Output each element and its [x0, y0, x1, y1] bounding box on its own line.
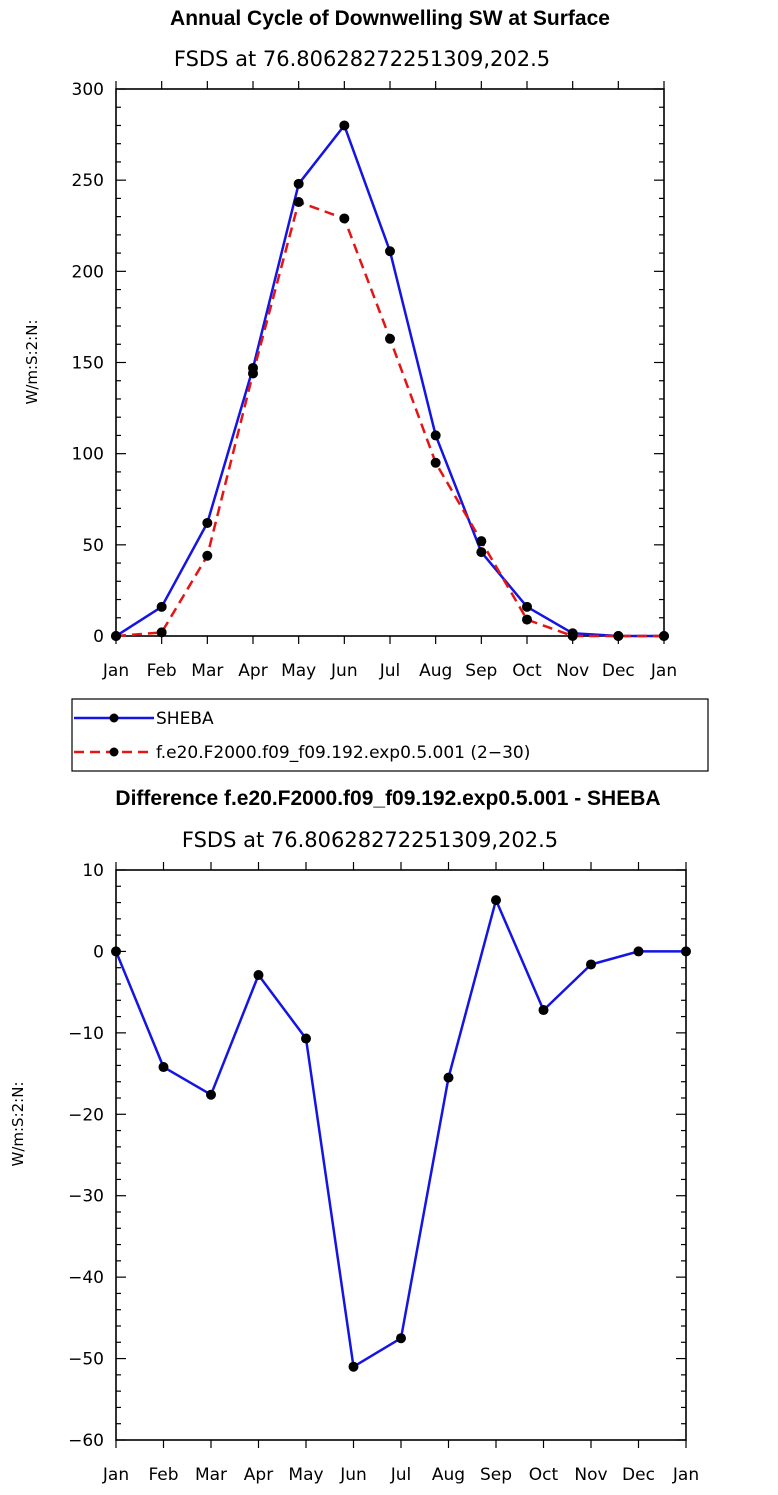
chart1-xtick-label: Nov: [556, 661, 589, 681]
chart2-series-0-point: [443, 1072, 454, 1083]
chart2-xtick-label: Aug: [432, 1465, 465, 1485]
chart1-series-0-point: [522, 601, 532, 612]
legend-label-sheba: SHEBA: [156, 709, 214, 729]
chart1-series-1-point: [522, 614, 532, 625]
chart2-xtick-label: Jan: [102, 1465, 129, 1485]
chart1-ytick-label: 200: [72, 262, 104, 282]
chart2-series-0-point: [301, 1033, 311, 1044]
chart2-xtick-label: Jun: [339, 1465, 367, 1485]
chart2-series-0-point: [491, 895, 501, 906]
chart1-xtick-label: Jan: [102, 661, 129, 681]
chart2-series-0-point: [633, 946, 644, 957]
chart1-ytick-label: 250: [72, 171, 104, 191]
chart2-ytick-label: −40: [68, 1268, 104, 1288]
legend-marker-model: [109, 747, 119, 757]
chart1-xtick-label: Jan: [650, 661, 677, 681]
chart1-series-1-point: [567, 631, 578, 641]
chart2-xtick-label: Dec: [622, 1465, 655, 1485]
chart2-series-0-point: [111, 946, 121, 957]
legend-label-model: f.e20.F2000.f09_f09.192.exp0.5.001 (2−30…: [156, 743, 530, 763]
chart1-series-1-point: [339, 213, 350, 224]
chart1-series-0-line: [115, 124, 664, 638]
chart1-series-0-point: [156, 601, 167, 612]
chart1-xtick-label: Oct: [512, 661, 542, 681]
legend-marker-sheba: [109, 713, 119, 723]
chart1-series-1-point: [111, 631, 121, 641]
chart2-series-0-point: [396, 1333, 406, 1344]
chart1-xtick-label: Apr: [238, 661, 267, 681]
chart2-xtick-label: May: [288, 1465, 323, 1485]
chart2-frame: [115, 869, 687, 1441]
chart1-series-1-point: [248, 368, 258, 379]
chart1-ytick-label: 100: [72, 445, 104, 465]
chart2-series-0-point: [158, 1062, 169, 1073]
chart1-ytick-label: 150: [72, 354, 104, 374]
chart2-plot: −60 −50 −40 −30 −20 −10 0 10 Jan Feb Mar Apr May Jun J…: [68, 861, 699, 1485]
chart1-ytick-label: 0: [93, 627, 104, 647]
chart2-title: Difference f.e20.F2000.f09_f09.192.exp0.…: [115, 787, 660, 810]
chart2-series-0-point: [681, 946, 691, 957]
chart1-legend: SHEBA f.e20.F2000.f09_f09.192.exp0.5.001…: [71, 698, 709, 772]
chart2-series-0-point: [253, 970, 264, 981]
chart1-series-1-point: [156, 627, 167, 638]
chart1-series-0-point: [385, 246, 395, 257]
chart2-ytick-label: 0: [93, 942, 104, 962]
chart1-series-0-point: [339, 120, 350, 131]
chart2-ytick-label: −30: [68, 1187, 104, 1207]
chart2-ytick-label: 10: [82, 861, 104, 881]
chart2-ytick-label: −10: [68, 1024, 104, 1044]
chart1-xtick-label: Mar: [191, 661, 223, 681]
chart1-series-1-point: [613, 631, 624, 641]
chart1-series-1-point: [430, 457, 441, 468]
chart1-series-0-point: [202, 517, 213, 528]
chart2-xtick-label: Mar: [195, 1465, 227, 1485]
chart2-xtick-label: Apr: [244, 1465, 273, 1485]
chart2-ylabel: W/m:S:2:N:: [9, 1082, 27, 1167]
chart1-series-0-point: [476, 547, 487, 558]
chart1-xtick-label: Jul: [379, 661, 401, 681]
chart1-series-1-point: [385, 333, 395, 344]
chart2-series-0-point: [586, 959, 596, 970]
chart2-series-0-point: [538, 1005, 549, 1016]
chart2-series-0-point: [348, 1361, 359, 1372]
chart1-plot: 0 50 100 150 200 250 300 Jan Feb Mar Apr May Jun Jul A…: [72, 80, 678, 681]
chart2-xtick-label: Jul: [390, 1465, 412, 1485]
chart2-xtick-label: Oct: [529, 1465, 559, 1485]
chart1-xtick-label: Feb: [147, 661, 177, 681]
chart1-xtick-label: May: [281, 661, 316, 681]
chart1-ytick-label: 50: [82, 536, 104, 556]
chart1-series-0-point: [430, 430, 441, 441]
chart2-xtick-label: Nov: [574, 1465, 607, 1485]
chart1-ylabel: W/m:S:2:N:: [23, 320, 41, 405]
chart1-title: Annual Cycle of Downwelling SW at Surfac…: [170, 7, 610, 30]
chart2-series-0-line: [114, 898, 686, 1368]
chart2-ytick-label: −50: [68, 1350, 104, 1370]
chart1-frame: [115, 88, 665, 637]
legend-box: [71, 698, 709, 772]
chart2-xtick-label: Feb: [148, 1465, 178, 1485]
chart1-subtitle: FSDS at 76.80628272251309,202.5: [174, 47, 550, 71]
chart2-xtick-label: Jan: [672, 1465, 699, 1485]
chart1-xtick-label: Dec: [602, 661, 635, 681]
chart1-xtick-label: Sep: [465, 661, 497, 681]
chart1-series-1-point: [293, 197, 304, 208]
chart2-ytick-label: −60: [68, 1431, 104, 1451]
chart1-xtick-label: Aug: [419, 661, 452, 681]
chart1-series-1-point: [659, 631, 669, 641]
chart2-ytick-label: −20: [68, 1105, 104, 1125]
chart1-series-1-point: [202, 550, 213, 561]
chart1-series-1-line: [115, 200, 664, 638]
chart2-subtitle: FSDS at 76.80628272251309,202.5: [182, 828, 558, 852]
chart2-xtick-label: Sep: [480, 1465, 512, 1485]
chart1-ytick-label: 300: [72, 80, 104, 100]
chart1-series-1-point: [476, 536, 487, 547]
chart1-xtick-label: Jun: [330, 661, 358, 681]
chart1-series-0-point: [293, 178, 304, 189]
chart2-series-0-point: [206, 1089, 216, 1100]
